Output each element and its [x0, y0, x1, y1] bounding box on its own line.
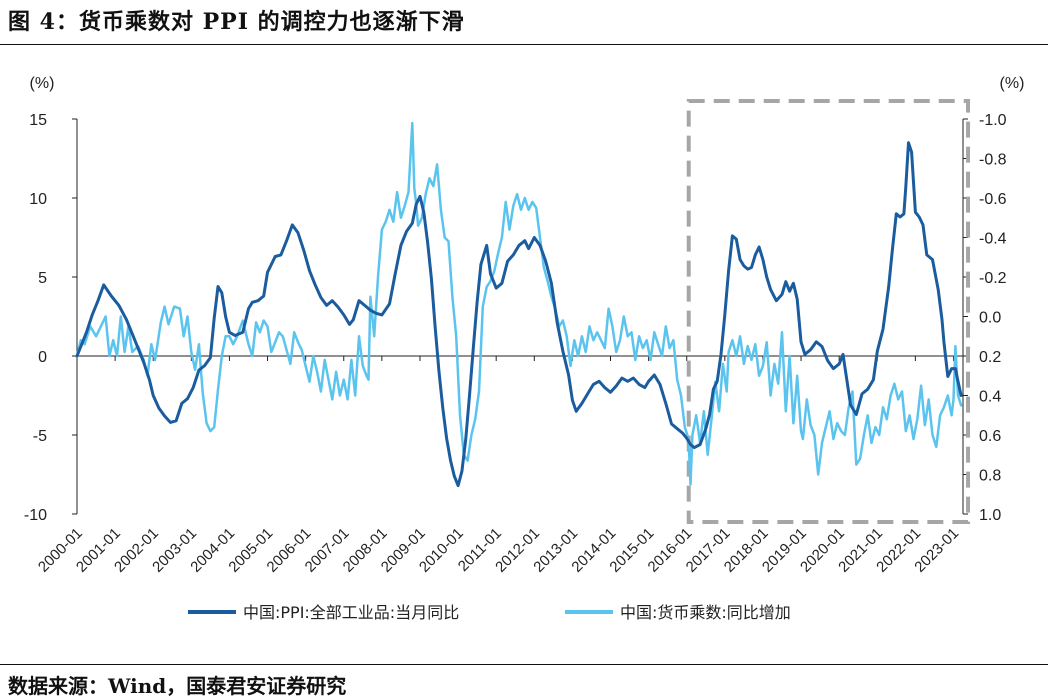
right-axis-unit: (%)	[1000, 75, 1025, 92]
chart-title: 图 4：货币乘数对 PPI 的调控力也逐渐下滑	[8, 9, 465, 35]
legend-item-ppi-label: 中国:PPI:全部工业品:当月同比	[243, 603, 459, 622]
right-tick-label: 1.0	[979, 507, 1001, 524]
left-tick-label: -10	[24, 507, 47, 524]
right-tick-label: -0.8	[979, 152, 1007, 169]
left-tick-label: 10	[29, 191, 47, 208]
tick-label-layer: 15 10 5 0 -5 -10 (%) -1.0 -0.8 -0.6 -0.4 -0.2 0.0 0.2…	[24, 75, 1025, 576]
right-tick-label: 0.2	[979, 349, 1001, 366]
right-tick-label: 0.4	[979, 389, 1001, 406]
series-ppi-line	[75, 141, 963, 488]
right-tick-label: -0.2	[979, 270, 1007, 287]
axes-layer	[72, 118, 968, 515]
left-tick-label: 0	[38, 349, 47, 366]
right-tick-label: -1.0	[979, 112, 1007, 129]
left-tick-label: 15	[29, 112, 47, 129]
legend: 中国:PPI:全部工业品:当月同比 中国:货币乘数:同比增加	[188, 603, 791, 622]
left-tick-label: -5	[33, 428, 47, 445]
series-layer	[75, 121, 963, 488]
left-axis-unit: (%)	[30, 75, 55, 92]
right-tick-label: 0.8	[979, 468, 1001, 485]
legend-item-multiplier-label: 中国:货币乘数:同比增加	[620, 603, 791, 622]
source-note: 数据来源：Wind，国泰君安证券研究	[8, 674, 347, 698]
highlight-box-layer	[686, 99, 971, 524]
right-tick-label: -0.6	[979, 191, 1007, 208]
bottom-rule	[0, 664, 1048, 665]
top-rule	[0, 44, 1048, 45]
chart: 15 10 5 0 -5 -10 (%) -1.0 -0.8 -0.6 -0.4 -0.2 0.0 0.2…	[24, 75, 1025, 622]
left-tick-label: 5	[38, 270, 47, 287]
series-multiplier-line	[75, 121, 963, 486]
right-tick-label: 0.0	[979, 310, 1001, 327]
right-tick-label: -0.4	[979, 231, 1007, 248]
right-tick-label: 0.6	[979, 428, 1001, 445]
highlight-dashed-box	[686, 99, 971, 524]
